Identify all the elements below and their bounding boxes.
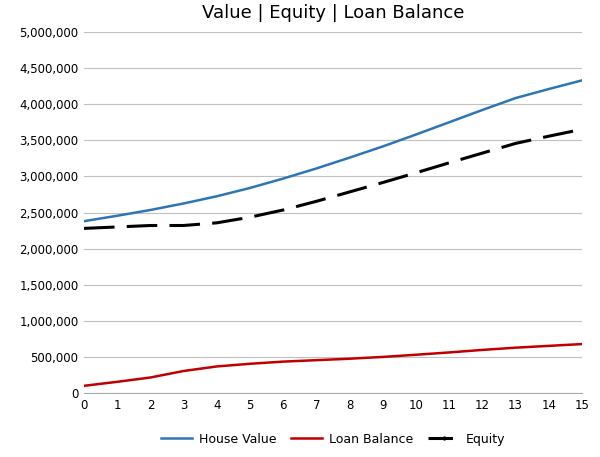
Line: Equity: Equity	[84, 129, 582, 228]
Loan Balance	[412, 352, 419, 357]
Equity	[412, 170, 419, 175]
Line: Loan Balance: Loan Balance	[84, 344, 582, 386]
Loan Balance	[280, 359, 287, 364]
House Value	[346, 155, 353, 160]
House Value	[578, 78, 586, 83]
Title: Value | Equity | Loan Balance: Value | Equity | Loan Balance	[202, 4, 464, 22]
Loan Balance	[346, 356, 353, 361]
Equity	[346, 189, 353, 195]
Equity	[479, 150, 486, 156]
Equity	[280, 207, 287, 213]
House Value	[147, 207, 154, 213]
Loan Balance	[213, 364, 220, 369]
Equity	[80, 226, 88, 231]
Loan Balance	[80, 383, 88, 388]
Equity	[213, 220, 220, 226]
Loan Balance	[578, 341, 586, 347]
Loan Balance	[545, 343, 553, 349]
Equity	[180, 223, 187, 228]
House Value	[412, 132, 419, 137]
House Value	[280, 176, 287, 181]
House Value	[446, 119, 453, 125]
Loan Balance	[180, 368, 187, 374]
Loan Balance	[147, 375, 154, 380]
Loan Balance	[446, 350, 453, 355]
Loan Balance	[113, 379, 121, 385]
House Value	[512, 96, 519, 101]
Loan Balance	[313, 357, 320, 363]
House Value	[479, 107, 486, 113]
Equity	[446, 160, 453, 165]
Loan Balance	[479, 347, 486, 353]
House Value	[247, 185, 254, 191]
House Value	[313, 166, 320, 171]
Equity	[113, 224, 121, 230]
House Value	[113, 213, 121, 218]
Equity	[545, 133, 553, 139]
Equity	[247, 214, 254, 220]
Equity	[578, 127, 586, 132]
House Value	[213, 193, 220, 199]
House Value	[180, 201, 187, 206]
Line: House Value: House Value	[84, 80, 582, 221]
House Value	[545, 86, 553, 92]
House Value	[379, 143, 386, 149]
Loan Balance	[379, 354, 386, 360]
Legend: House Value, Loan Balance, Equity: House Value, Loan Balance, Equity	[156, 428, 510, 451]
House Value	[80, 218, 88, 224]
Equity	[379, 180, 386, 185]
Equity	[147, 223, 154, 228]
Loan Balance	[512, 345, 519, 351]
Equity	[313, 199, 320, 204]
Equity	[512, 141, 519, 146]
Loan Balance	[247, 361, 254, 367]
